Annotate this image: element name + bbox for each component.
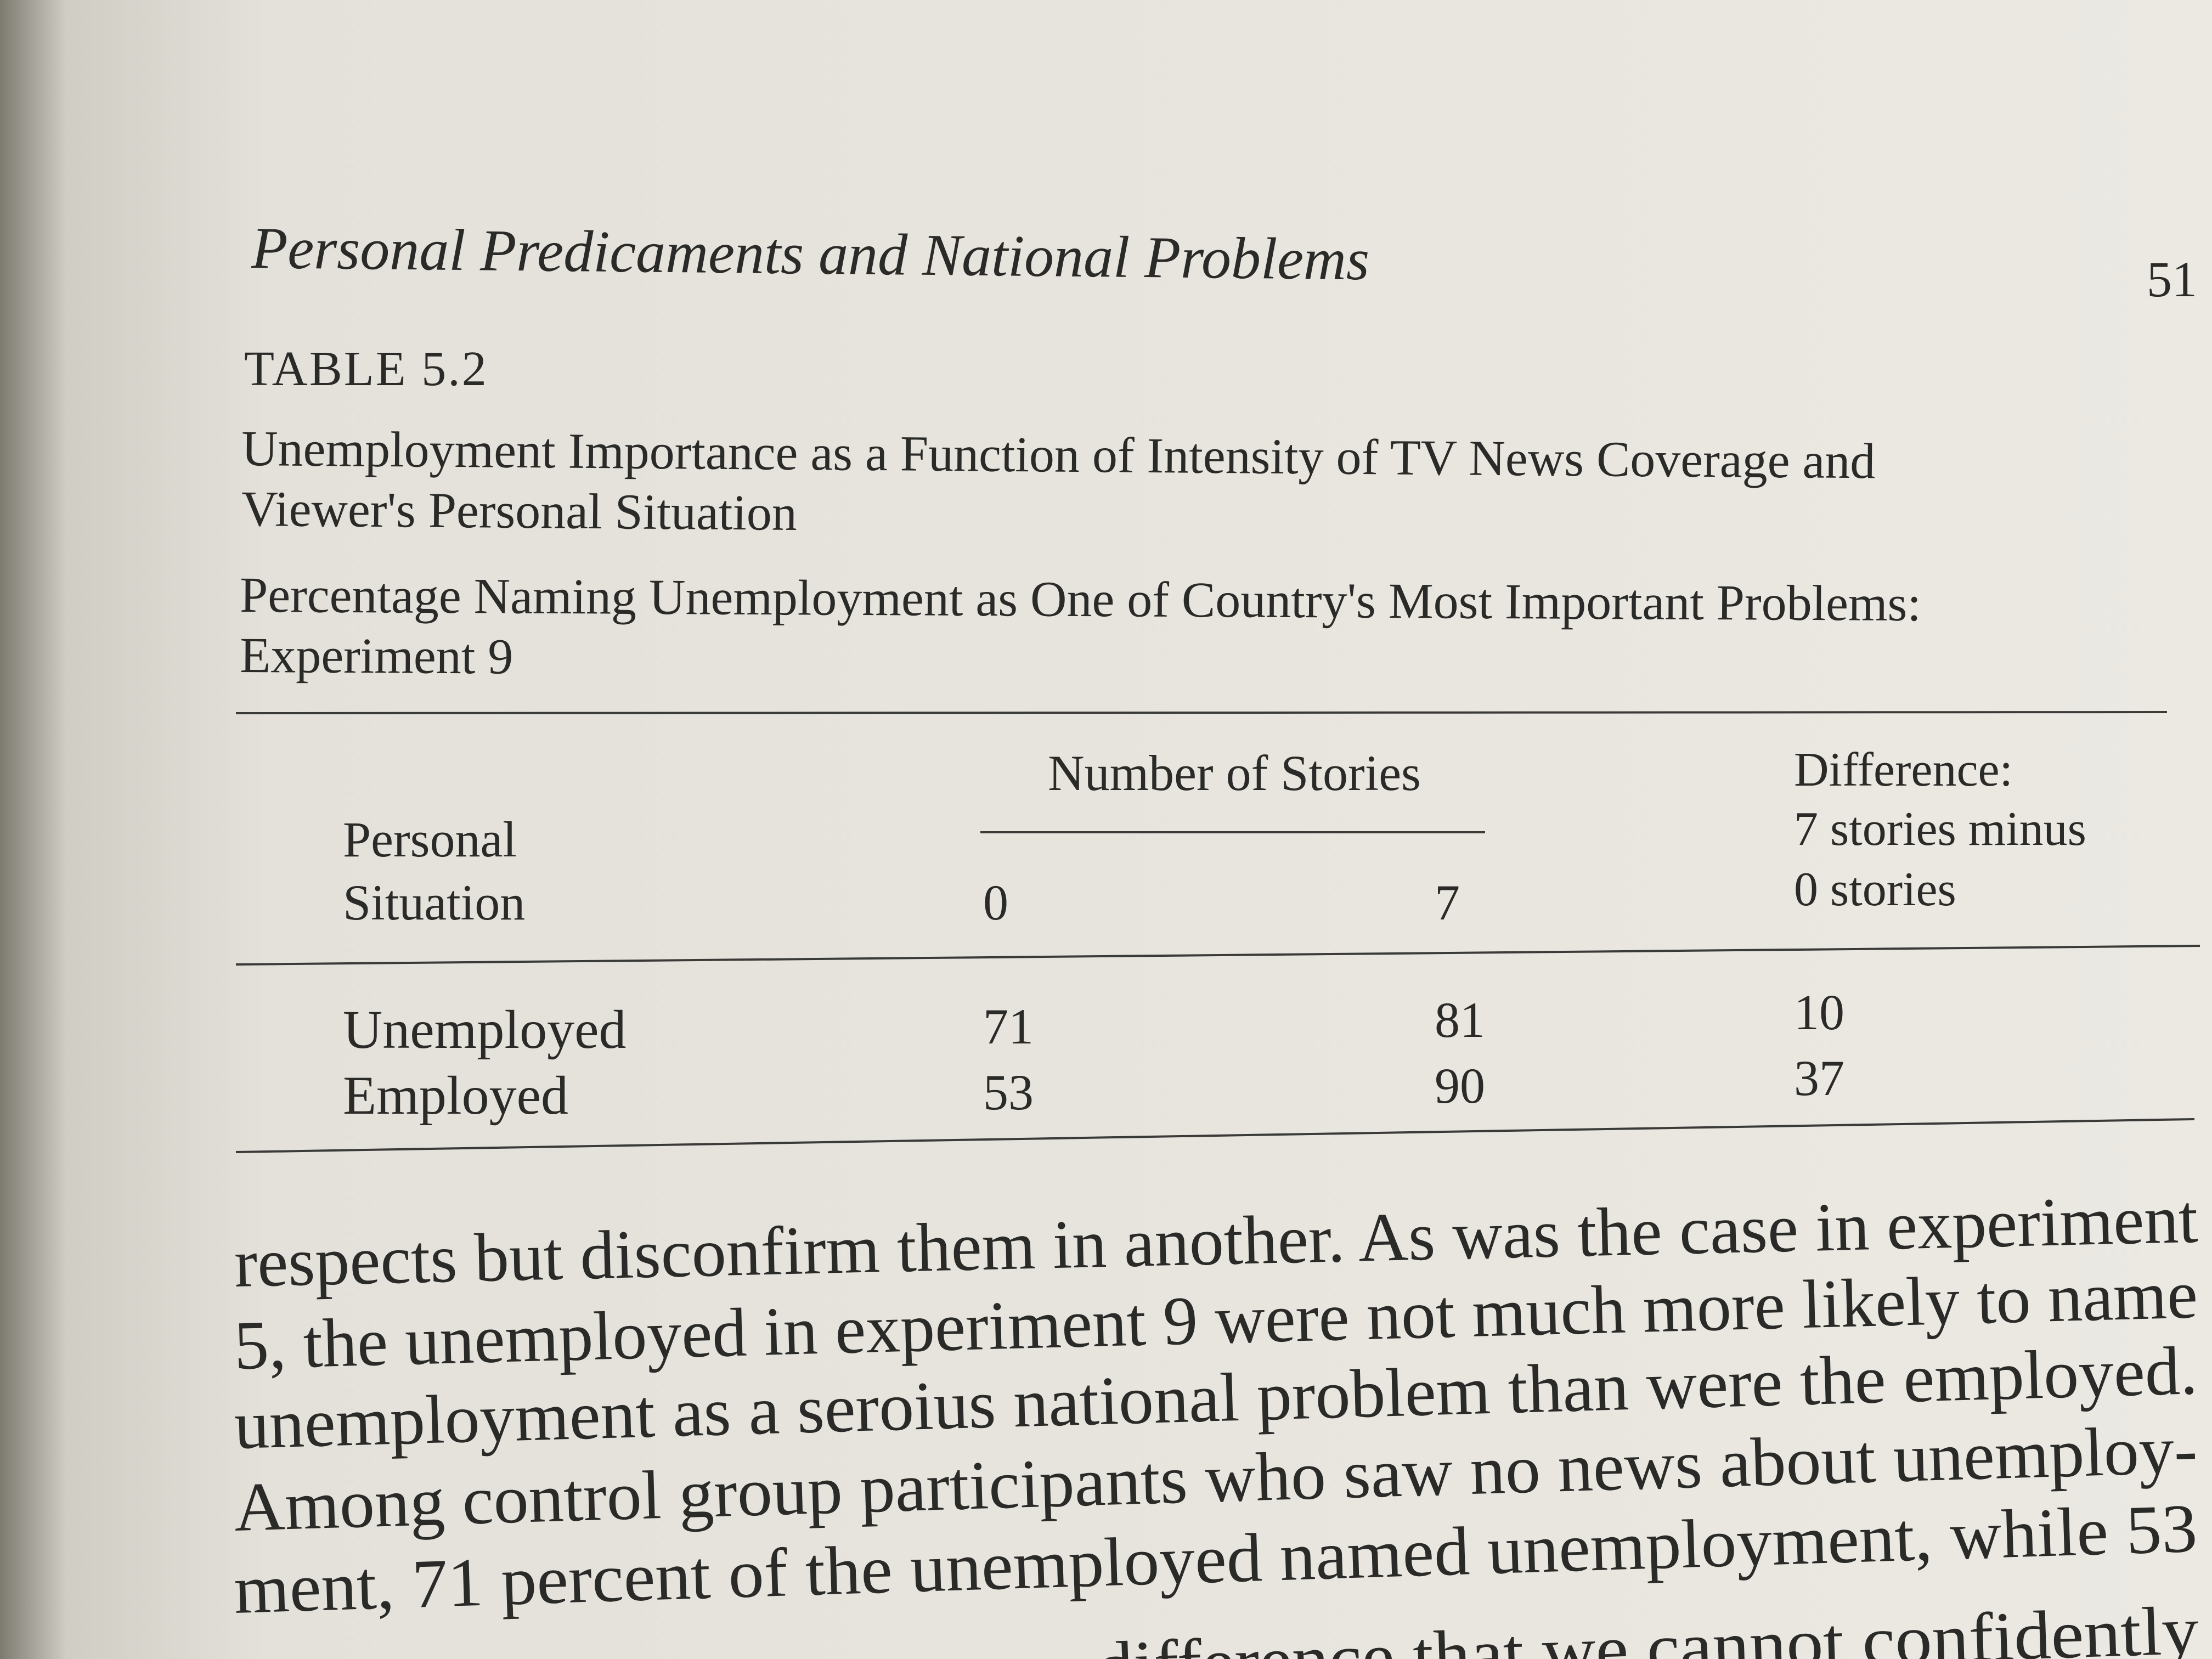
table-top-rule [235,711,2168,714]
row-label: Unemployed [343,999,627,1060]
table-subcaption: Percentage Naming Unemployment as One of… [240,567,1921,631]
table-cell: 71 [983,998,1034,1054]
column-header: 7 [1435,874,1460,930]
table-label: TABLE 5.2 [244,342,488,396]
row-header: Personal [343,811,517,867]
table-subcaption: Experiment 9 [240,627,514,685]
table-bottom-rule [235,1118,2195,1153]
group-header: Number of Stories [1048,745,1421,801]
running-head: Personal Predicaments and National Probl… [251,216,1370,292]
table-cell: 53 [983,1064,1034,1120]
page-number: 51 [2147,251,2197,307]
header-rule [235,945,2200,966]
difference-header: Difference: [1794,743,2013,797]
difference-header: 0 stories [1794,863,1956,916]
difference-header: 7 stories minus [1794,803,2086,856]
table-cell: 37 [1794,1050,1844,1106]
table-caption: Viewer's Personal Situation [241,481,797,541]
row-header: Situation [343,874,525,930]
table-cell: 81 [1435,992,1485,1048]
column-header: 0 [983,874,1008,930]
table-caption: Unemployment Importance as a Function of… [241,420,1876,489]
table-cell: 90 [1435,1058,1485,1114]
table-cell: 10 [1794,984,1844,1040]
row-label: Employed [343,1065,568,1126]
